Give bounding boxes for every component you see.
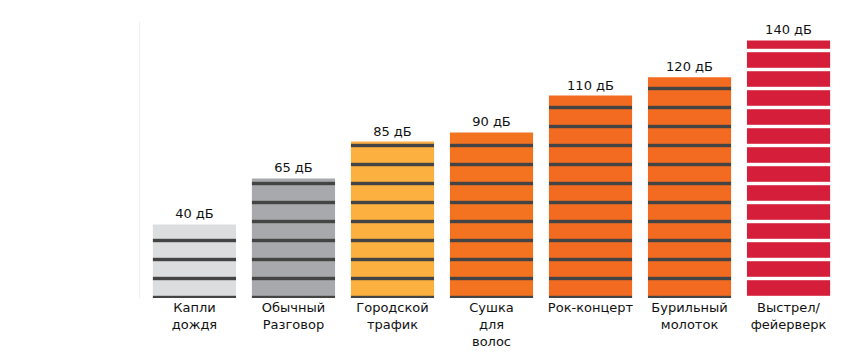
svg-text:110 дБ: 110 дБ: [567, 78, 614, 93]
svg-text:Бурильныймолоток: Бурильныймолоток: [651, 300, 728, 332]
svg-text:40 дБ: 40 дБ: [175, 206, 214, 221]
svg-text:85 дБ: 85 дБ: [373, 124, 412, 139]
svg-text:140 дБ: 140 дБ: [765, 22, 812, 37]
svg-text:Сушкадляволос: Сушкадляволос: [469, 300, 513, 349]
svg-text:Выстрел/фейерверк: Выстрел/фейерверк: [751, 300, 827, 332]
svg-text:65 дБ: 65 дБ: [274, 160, 313, 175]
svg-text:Каплидождя: Каплидождя: [172, 300, 217, 332]
svg-text:120 дБ: 120 дБ: [666, 59, 713, 74]
svg-text:Рок-концерт: Рок-концерт: [548, 300, 634, 315]
svg-text:90 дБ: 90 дБ: [472, 114, 511, 129]
svg-text:ОбычныйРазговор: ОбычныйРазговор: [262, 300, 325, 332]
svg-text:Городскойтрафик: Городскойтрафик: [356, 300, 428, 332]
